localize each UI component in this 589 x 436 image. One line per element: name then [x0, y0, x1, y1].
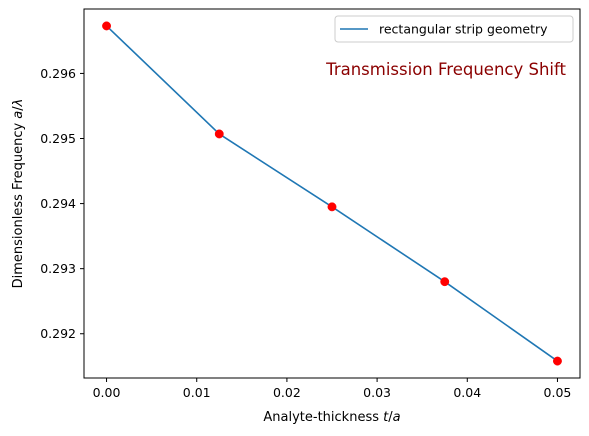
x-tick-label: 0.02 [273, 385, 301, 400]
data-point [214, 129, 224, 139]
x-tick-label: 0.05 [544, 385, 572, 400]
ticks-layer: 0.00 0.01 0.02 0.03 0.04 0.05 0.292 0.293 0.294 0… [40, 66, 571, 400]
x-axis-title: Analyte-thickness t/a [263, 410, 400, 425]
y-tick-label: 0.296 [40, 66, 76, 81]
plot-layer [102, 21, 562, 366]
y-axis-title: Dimensionless Frequency a/λ [11, 99, 26, 289]
data-point [440, 277, 450, 287]
axes-frame [83, 8, 581, 379]
x-tick-label: 0.04 [453, 385, 481, 400]
legend-box [334, 15, 574, 43]
data-point [553, 356, 562, 366]
legend-entry-label: rectangular strip geometry [379, 22, 548, 37]
chart-annotation: Transmission Frequency Shift [325, 60, 566, 79]
y-tick-label: 0.293 [40, 261, 76, 276]
data-point [102, 21, 111, 31]
y-tick-label: 0.295 [40, 131, 76, 146]
y-tick-label: 0.294 [40, 196, 76, 211]
data-point [327, 202, 337, 212]
y-tick-label: 0.292 [40, 326, 76, 341]
legend: rectangular strip geometry [334, 15, 574, 43]
x-tick-label: 0.01 [183, 385, 211, 400]
x-tick-label: 0.00 [93, 385, 121, 400]
x-tick-label: 0.03 [363, 385, 391, 400]
